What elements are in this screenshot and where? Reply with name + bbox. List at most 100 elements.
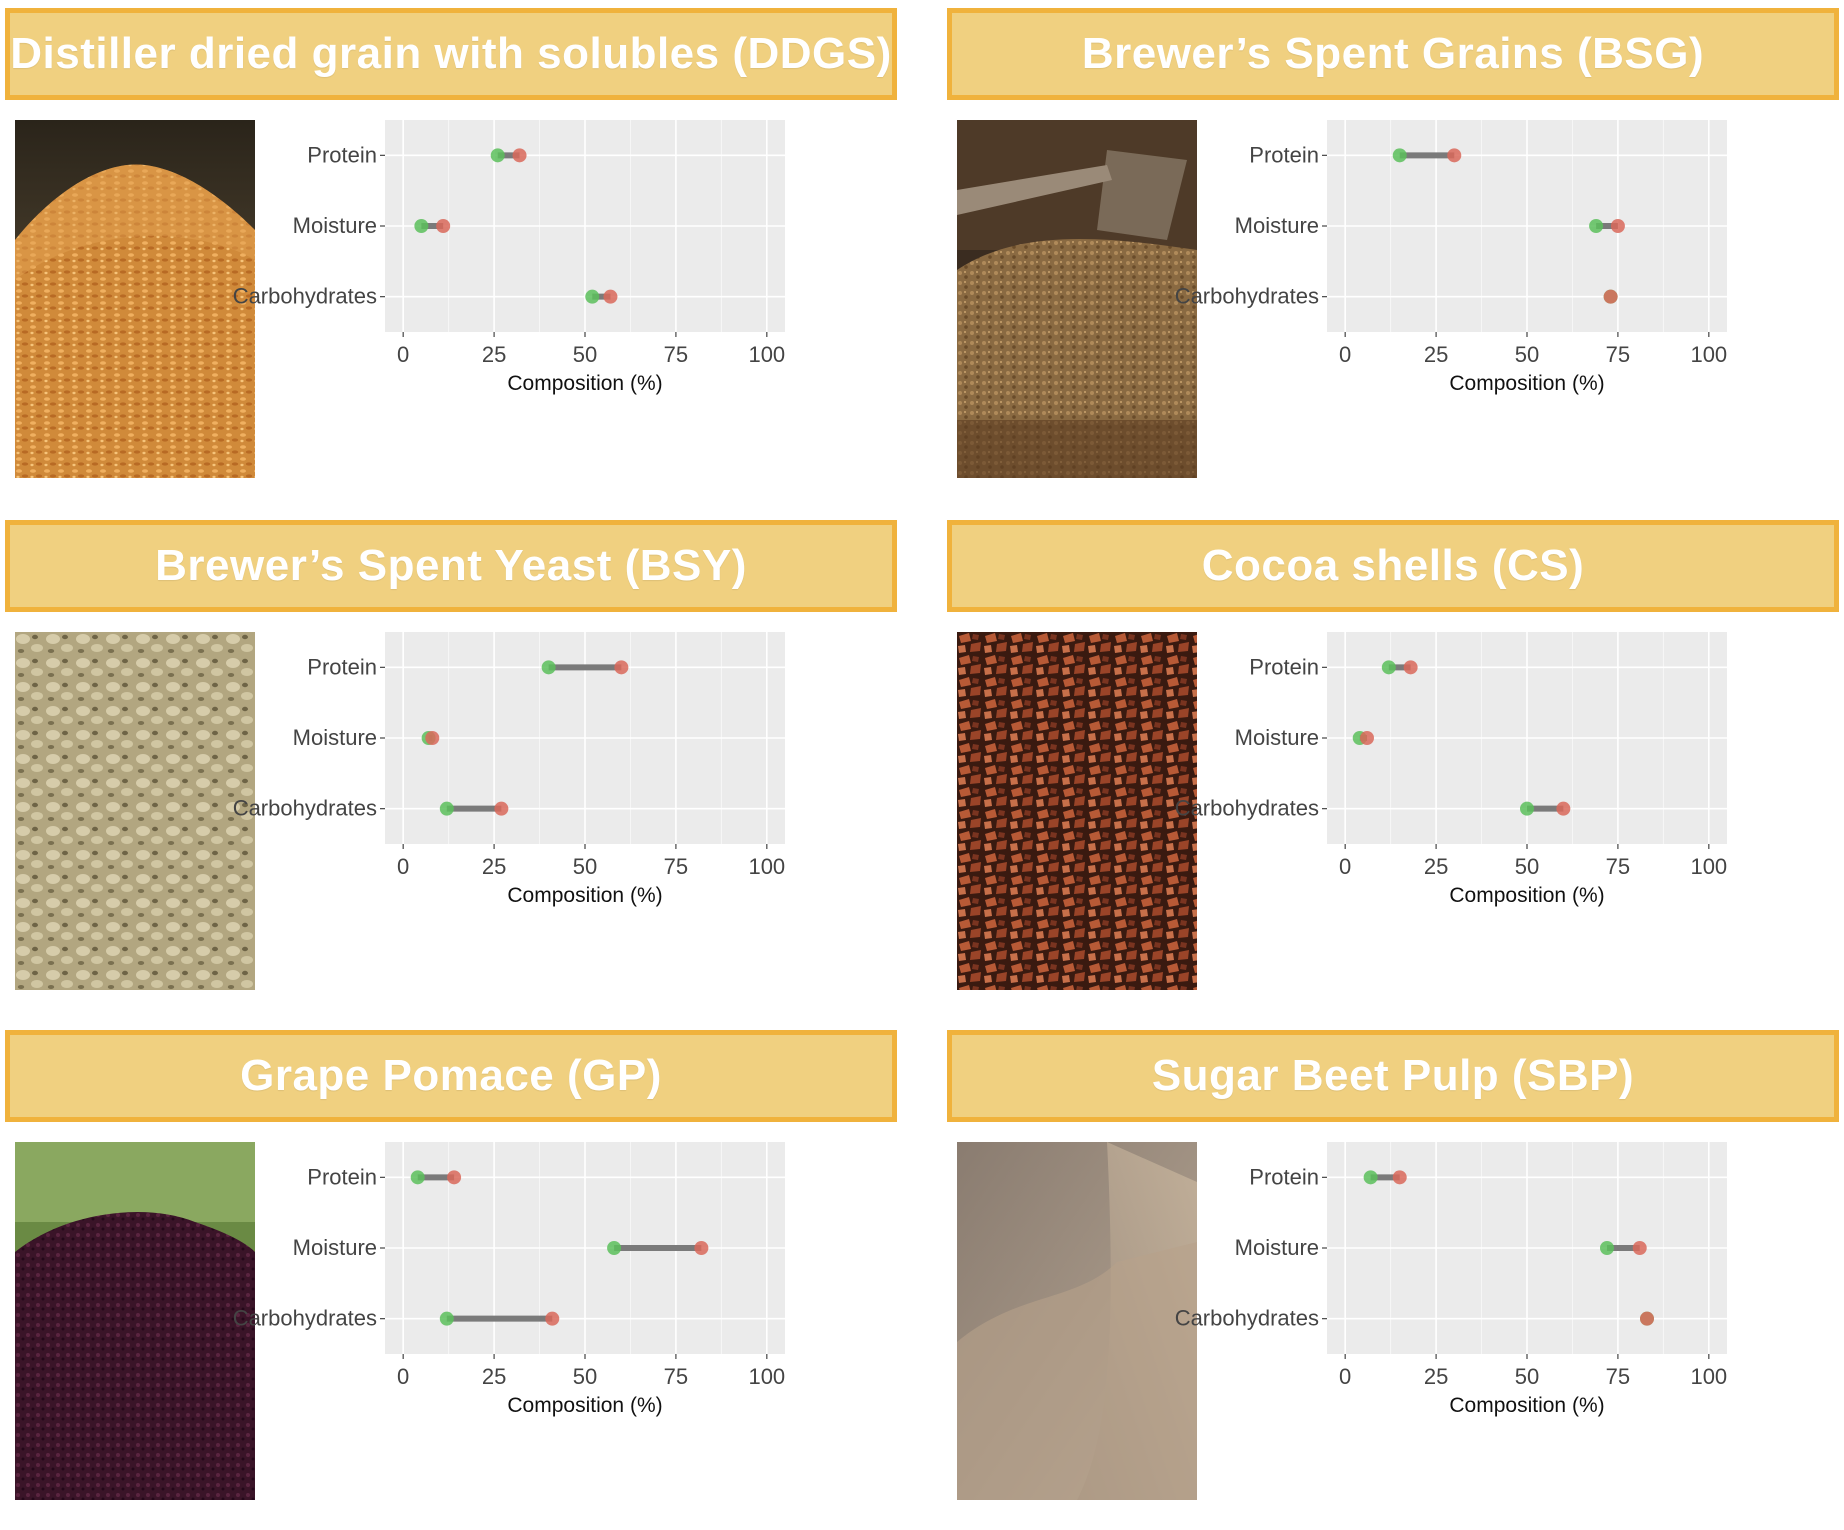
panel-title: Brewer’s Spent Yeast (BSY): [155, 541, 747, 590]
min-point: [439, 1311, 454, 1326]
max-point: [425, 731, 440, 745]
max-point: [614, 660, 629, 675]
y-tick-label: Carbohydrates: [233, 1306, 377, 1331]
x-tick-label: 75: [1606, 854, 1630, 879]
x-tick-label: 25: [482, 342, 506, 367]
max-point: [1360, 731, 1374, 745]
max-point: [603, 289, 618, 304]
min-point: [1392, 148, 1407, 163]
y-tick-label: Carbohydrates: [1175, 284, 1319, 309]
x-tick-label: 100: [1690, 854, 1727, 879]
max-point: [694, 1241, 709, 1255]
x-axis-label: Composition (%): [1449, 1394, 1604, 1417]
chart-svg: Protein Moisture Carbohydrates 0 25 50 75 100 Co…: [1175, 120, 1727, 395]
max-point: [1610, 219, 1625, 233]
panel-sbp: Sugar Beet Pulp (SBP) Protein Moisture Car…: [947, 1030, 1839, 1530]
ddgs-photo: [15, 120, 255, 478]
max-point: [1603, 289, 1618, 304]
panel-title: Distiller dried grain with solubles (DDG…: [10, 29, 892, 78]
y-tick-label: Moisture: [1235, 1235, 1319, 1260]
y-tick-label: Protein: [1249, 1164, 1319, 1189]
x-tick-label: 75: [1606, 1364, 1630, 1389]
y-tick-label: Moisture: [1235, 725, 1319, 750]
max-point: [1392, 1170, 1407, 1185]
min-point: [439, 801, 454, 816]
y-tick-label: Moisture: [293, 1235, 377, 1260]
x-tick-label: 25: [1424, 342, 1448, 367]
y-tick-label: Protein: [307, 654, 377, 679]
x-tick-label: 100: [748, 342, 785, 367]
chart-svg: Protein Moisture Carbohydrates 0 25 50 75 100 Co…: [233, 1142, 785, 1417]
min-point: [1589, 219, 1604, 233]
x-axis-label: Composition (%): [507, 884, 662, 907]
chart-svg: Protein Moisture Carbohydrates 0 25 50 75 100 Co…: [233, 120, 785, 395]
x-tick-label: 0: [397, 854, 409, 879]
x-tick-label: 0: [397, 1364, 409, 1389]
x-axis-label: Composition (%): [1449, 884, 1604, 907]
max-point: [1447, 148, 1462, 163]
x-tick-label: 50: [573, 854, 597, 879]
x-tick-label: 25: [1424, 1364, 1448, 1389]
min-point: [585, 289, 600, 304]
y-tick-label: Protein: [307, 142, 377, 167]
y-tick-label: Protein: [1249, 142, 1319, 167]
panel-banner: Grape Pomace (GP): [5, 1030, 897, 1122]
chart-svg: Protein Moisture Carbohydrates 0 25 50 75 100 Co…: [1175, 632, 1727, 907]
bsy-photo: [15, 632, 255, 990]
x-tick-label: 0: [397, 342, 409, 367]
panel-title: Cocoa shells (CS): [1201, 541, 1585, 590]
chart-svg: Protein Moisture Carbohydrates 0 25 50 75 100 Co…: [1175, 1142, 1727, 1417]
y-tick-label: Moisture: [1235, 213, 1319, 238]
x-tick-label: 0: [1339, 342, 1351, 367]
min-point: [541, 660, 556, 675]
x-tick-label: 50: [1515, 1364, 1539, 1389]
panel-banner: Brewer’s Spent Grains (BSG): [947, 8, 1839, 100]
min-point: [1600, 1241, 1614, 1255]
min-point: [607, 1241, 622, 1255]
x-tick-label: 75: [664, 342, 688, 367]
max-point: [1403, 660, 1418, 675]
x-tick-label: 0: [1339, 854, 1351, 879]
x-tick-label: 75: [1606, 342, 1630, 367]
gp-photo: [15, 1142, 255, 1500]
panel-bsg: Brewer’s Spent Grains (BSG) Protein Moist…: [947, 8, 1839, 508]
max-point: [494, 801, 509, 816]
dumbbell-chart: Protein Moisture Carbohydrates 0 25 50 75 100 Co…: [233, 1142, 897, 1514]
y-tick-label: Moisture: [293, 725, 377, 750]
panel-gp: Grape Pomace (GP) Protein Moisture Carbohy…: [5, 1030, 897, 1530]
min-point: [1363, 1170, 1378, 1185]
max-point: [1640, 1311, 1654, 1326]
y-tick-label: Protein: [307, 1164, 377, 1189]
chart-svg: Protein Moisture Carbohydrates 0 25 50 75 100 Co…: [233, 632, 785, 907]
min-point: [410, 1170, 425, 1185]
x-tick-label: 75: [664, 1364, 688, 1389]
max-point: [1632, 1241, 1647, 1255]
y-tick-label: Carbohydrates: [233, 284, 377, 309]
x-tick-label: 100: [1690, 1364, 1727, 1389]
x-tick-label: 100: [748, 854, 785, 879]
x-tick-label: 50: [573, 1364, 597, 1389]
bsg-photo: [957, 120, 1197, 478]
panel-bsy: Brewer’s Spent Yeast (BSY) Protein Moistu…: [5, 520, 897, 1020]
dumbbell-chart: Protein Moisture Carbohydrates 0 25 50 75 100 Co…: [1175, 120, 1839, 492]
x-tick-label: 50: [573, 342, 597, 367]
min-point: [490, 148, 505, 163]
x-tick-label: 50: [1515, 854, 1539, 879]
max-point: [436, 219, 451, 233]
max-point: [447, 1170, 462, 1185]
dumbbell-chart: Protein Moisture Carbohydrates 0 25 50 75 100 Co…: [233, 120, 897, 492]
x-tick-label: 50: [1515, 342, 1539, 367]
max-point: [512, 148, 527, 163]
panel-ddgs: Distiller dried grain with solubles (DDG…: [5, 8, 897, 508]
panel-title: Sugar Beet Pulp (SBP): [1151, 1051, 1635, 1100]
x-tick-label: 25: [482, 1364, 506, 1389]
x-tick-label: 25: [482, 854, 506, 879]
min-point: [1520, 801, 1534, 816]
x-tick-label: 0: [1339, 1364, 1351, 1389]
dumbbell-chart: Protein Moisture Carbohydrates 0 25 50 75 100 Co…: [1175, 1142, 1839, 1514]
y-tick-label: Moisture: [293, 213, 377, 238]
sbp-photo: [957, 1142, 1197, 1500]
panel-banner: Sugar Beet Pulp (SBP): [947, 1030, 1839, 1122]
min-point: [414, 219, 429, 233]
panel-banner: Cocoa shells (CS): [947, 520, 1839, 612]
